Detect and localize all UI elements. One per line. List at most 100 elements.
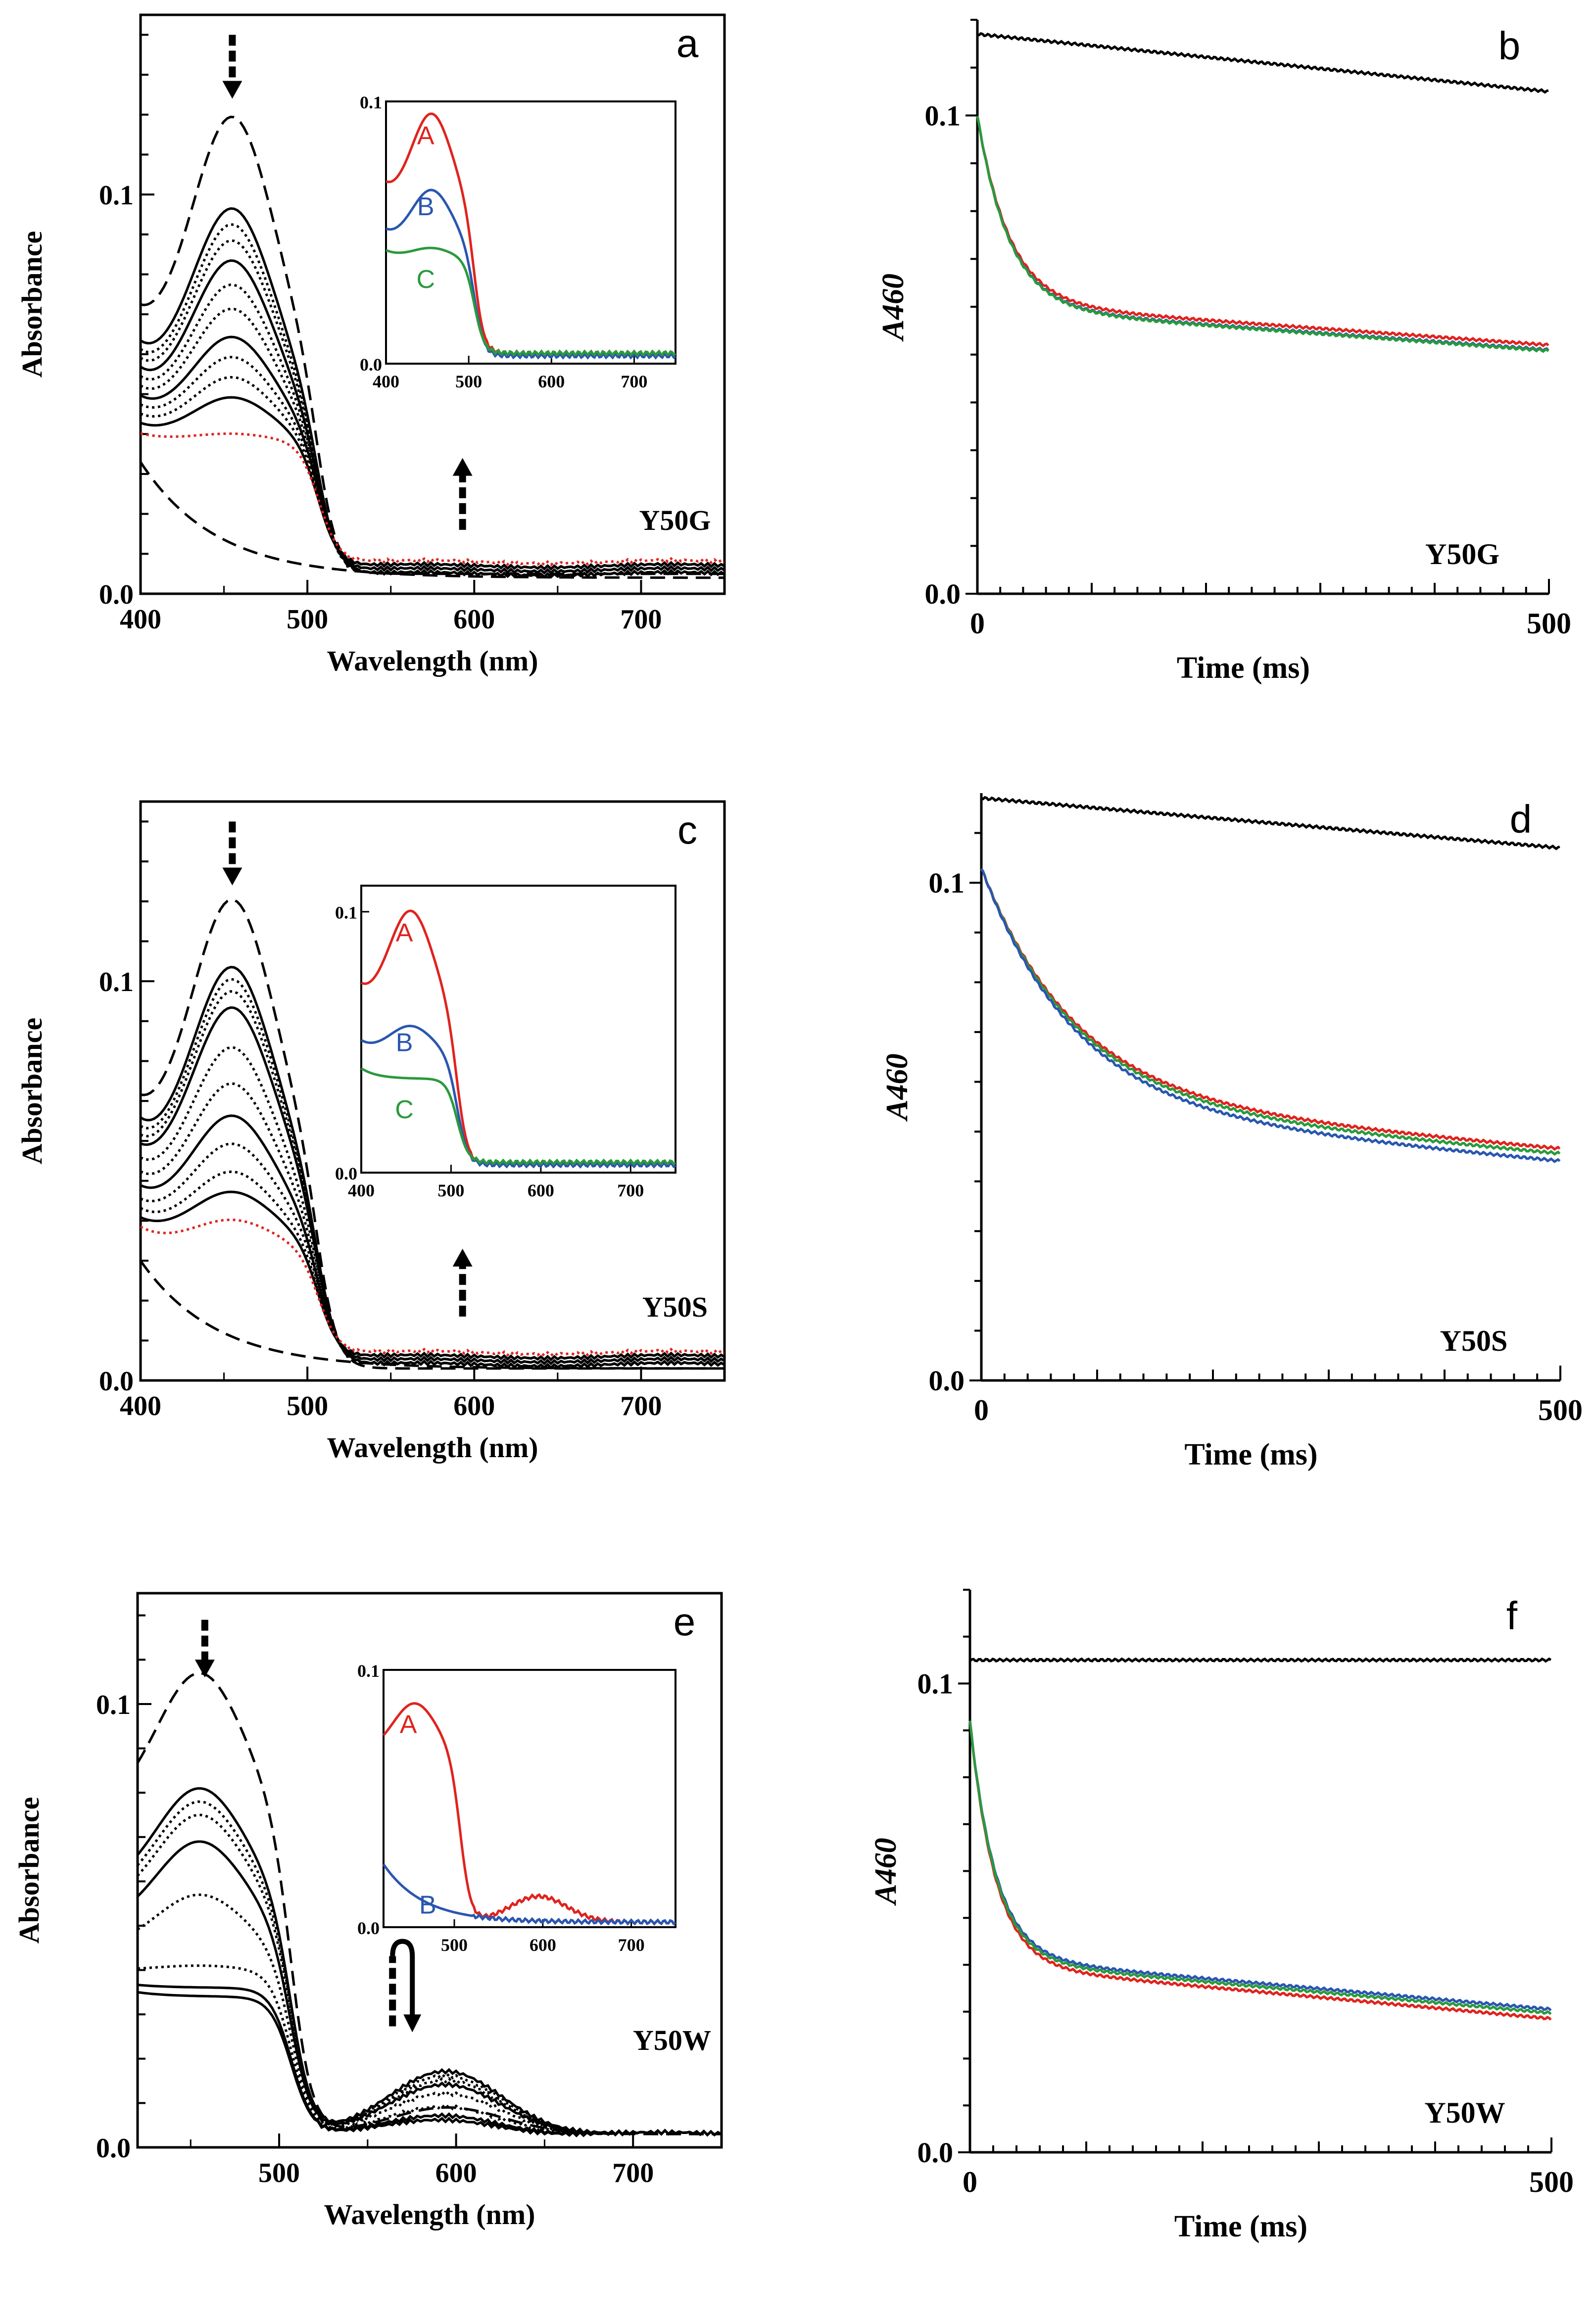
spectrum-trace-10 <box>140 1190 725 1362</box>
y-tick-label: 0.0 <box>925 578 961 610</box>
spectrum-initial-dashed- <box>140 115 724 575</box>
spectrum-trace-7 <box>140 1114 725 1366</box>
arrow-up-icon <box>452 1248 473 1267</box>
kinetic-trace-black <box>981 796 1560 851</box>
panel-d: 0.0 0.1 0 500 Time (ms) A460 d Y50S <box>880 793 1583 1471</box>
spectrum-trace-8 <box>137 1991 723 2137</box>
x-axis-label: Wavelength (nm) <box>327 645 538 677</box>
panel-label: e <box>674 1600 696 1644</box>
inset-y-tick-label: 0.1 <box>360 93 382 112</box>
inset-label-b: B <box>419 1891 436 1920</box>
inset-y-tick-label: 0.0 <box>335 1164 357 1184</box>
kinetic-trace-red <box>968 1720 1552 2021</box>
kinetic-trace-blue <box>968 1720 1552 2011</box>
x-tick-label: 700 <box>612 2158 654 2188</box>
y-tick-label: 0.1 <box>96 1690 131 1720</box>
spectrum-trace-10 <box>140 396 725 571</box>
y-tick-label: 0.1 <box>99 180 134 211</box>
spectrum-trace-8 <box>140 1142 725 1362</box>
inset-y-tick-label: 0.1 <box>335 903 357 923</box>
y-tick-label: 0.0 <box>929 1365 965 1397</box>
x-axis-label: Wavelength (nm) <box>324 2198 535 2230</box>
spectrum-trace-3 <box>140 239 725 579</box>
inset-label-a: A <box>417 122 434 150</box>
panel-e: 0.0 0.1 500 600 700 Wavelength (nm) Absorbance… <box>13 1592 723 2230</box>
x-axis-label: Wavelength (nm) <box>327 1431 538 1464</box>
y-axis-label: Absorbance <box>16 231 48 378</box>
inset-x-tick-label: 600 <box>530 1935 556 1955</box>
inset-x-tick-label: 700 <box>621 372 647 391</box>
x-axis-label: Time (ms) <box>1174 2210 1307 2243</box>
spectrum-trace-7 <box>137 1984 723 2137</box>
inset-frame <box>383 1669 676 1928</box>
spectrum-trace-6 <box>137 1964 723 2137</box>
spectrum-trace-2 <box>140 978 725 1370</box>
mutant-label: Y50G <box>1425 538 1499 570</box>
panel-c: 0.0 0.1 400 500 600 700 Wavelength (nm) Absorba… <box>16 800 726 1464</box>
mutant-label: Y50W <box>1424 2096 1505 2129</box>
spectrum-trace-4 <box>140 1006 725 1370</box>
mutant-label: Y50G <box>639 504 711 536</box>
arrow-down-icon <box>222 81 242 99</box>
kinetic-trace-black <box>977 32 1549 94</box>
arrow-up-icon <box>452 458 473 476</box>
panel-label: d <box>1510 797 1532 841</box>
spectrum-trace-6 <box>140 307 725 575</box>
inset-y-tick-label: 0.1 <box>357 1661 380 1681</box>
inset-x-tick-label: 400 <box>348 1181 375 1200</box>
x-axis-label: Time (ms) <box>1177 651 1310 685</box>
y-tick-label: 0.1 <box>929 867 965 899</box>
panel-label: f <box>1506 1594 1518 1638</box>
panel-label: a <box>676 21 699 65</box>
panel-label: b <box>1498 24 1521 68</box>
spectrum-trace-5 <box>137 1893 723 2137</box>
kinetic-trace-red <box>976 116 1549 347</box>
arrow-down-icon <box>194 1660 215 1678</box>
inset-y-tick-label: 0.0 <box>360 355 382 375</box>
x-tick-label: 600 <box>435 2158 477 2188</box>
y-tick-label: 0.1 <box>99 967 134 997</box>
panel-f: 0.0 0.1 0 500 Time (ms) A460 f Y50W <box>869 1589 1574 2243</box>
inset-x-tick-label: 500 <box>437 1181 464 1200</box>
x-tick-label: 700 <box>620 1391 662 1422</box>
y-tick-label: 0.1 <box>917 1668 954 1700</box>
y-axis-label: A460 <box>869 1838 903 1906</box>
panel-label: c <box>677 808 697 852</box>
y-axis-label: A460 <box>880 1053 914 1122</box>
inset-label-b: B <box>396 1029 413 1057</box>
plot-frame <box>136 1592 723 2149</box>
x-tick-label: 700 <box>620 604 662 635</box>
x-tick-label: 500 <box>258 2158 300 2188</box>
panel-b: 0.0 0.1 0 500 Time (ms) A460 b Y50G <box>876 19 1571 685</box>
x-tick-label: 0 <box>970 607 985 640</box>
inset-label-a: A <box>400 1710 417 1739</box>
x-tick-label: 0 <box>963 2166 977 2198</box>
kinetic-trace-green <box>980 868 1561 1156</box>
arrow-updown-icon <box>403 2014 422 2033</box>
x-tick-label: 500 <box>1529 2166 1574 2198</box>
kinetic-trace-red <box>980 868 1561 1151</box>
x-axis-label: Time (ms) <box>1184 1438 1317 1471</box>
y-axis-label: Absorbance <box>13 1797 45 1944</box>
x-tick-label: 500 <box>287 604 328 635</box>
y-axis-label: Absorbance <box>16 1018 48 1164</box>
plot-frame <box>139 13 726 595</box>
inset-x-tick-label: 500 <box>455 372 482 391</box>
kinetic-trace-black <box>969 1657 1552 1663</box>
inset-label-c: C <box>416 265 435 294</box>
x-tick-label: 0 <box>974 1394 989 1426</box>
y-tick-label: 0.1 <box>925 99 961 132</box>
arrow-curve <box>390 1939 415 2017</box>
inset-x-tick-label: 700 <box>618 1935 645 1955</box>
spectrum-trace-11-red- <box>140 432 725 567</box>
spectrum-trace-11-red- <box>140 1218 725 1358</box>
inset-x-tick-label: 700 <box>617 1181 644 1200</box>
inset-label-c: C <box>395 1095 414 1124</box>
plot-frame <box>139 800 726 1382</box>
inset-y-tick-label: 0.0 <box>357 1918 380 1938</box>
mutant-label: Y50S <box>642 1291 708 1323</box>
mutant-label: Y50W <box>633 2024 711 2056</box>
x-tick-label: 500 <box>287 1391 328 1422</box>
inset-label-b: B <box>417 192 434 221</box>
